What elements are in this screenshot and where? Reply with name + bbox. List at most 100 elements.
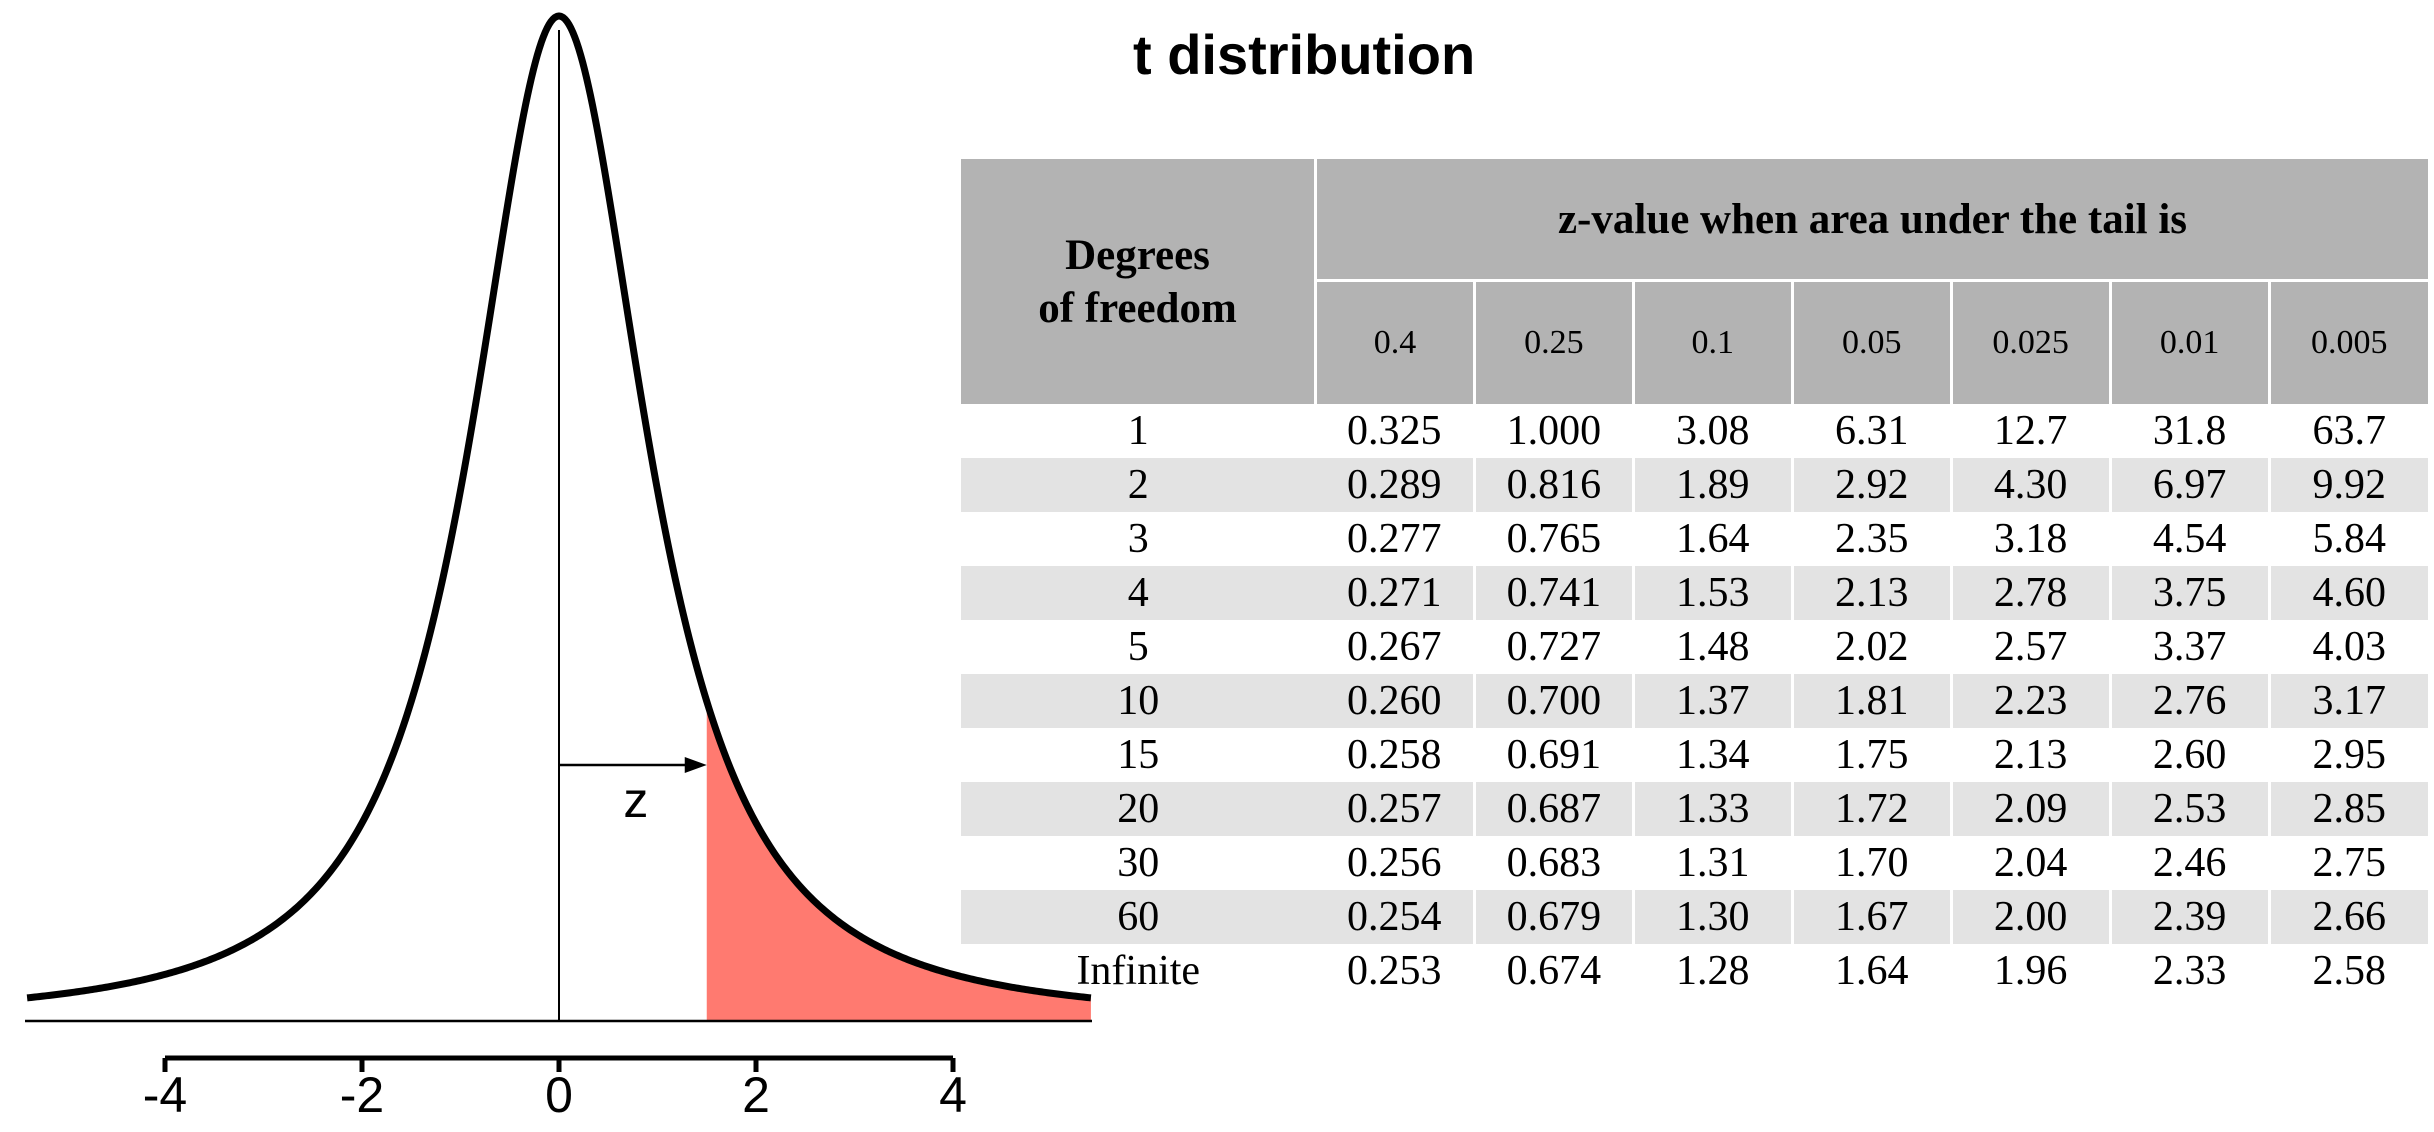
value-cell: 0.258 [1315,728,1476,782]
table-row: 4 0.271 0.741 1.53 2.13 2.78 3.75 4.60 [961,566,2428,620]
value-cell: 2.95 [2312,732,2387,778]
df-cell: 2 [961,458,1316,512]
value-cell: 0.253 [1315,944,1476,998]
value-cell: 0.687 [1474,782,1635,836]
value-cell: 4.54 [2110,512,2271,566]
value-cell: 1.70 [1792,836,1953,890]
t-density-curve [25,12,1093,1002]
df-cell: 15 [1117,732,1160,778]
tail-area-header-5: 0.01 [2110,280,2271,404]
table-row: 2 0.289 0.816 1.89 2.92 4.30 6.97 9.92 [961,458,2428,512]
value-cell: 3.08 [1633,404,1794,458]
tail-area-header-2: 0.1 [1633,280,1794,404]
value-cell: 4.03 [2312,624,2387,670]
value-cell: 2.53 [2110,782,2271,836]
value-cell: 2.04 [1951,836,2112,890]
x-tick-label: -4 [143,1067,187,1123]
value-cell: 4.60 [2269,566,2428,620]
df-cell: 10 [961,674,1316,728]
value-cell: 0.277 [1315,512,1476,566]
value-cell: 1.48 [1633,620,1794,674]
df-header-line-2: of freedom [1038,284,1237,332]
x-axis-ticks: -4 -2 0 2 4 [143,1058,967,1123]
value-cell: 0.700 [1474,674,1635,728]
t-table-body: 1 0.325 1.000 3.08 6.31 12.7 31.8 63.7 2 0.289 0.8… [961,404,2428,998]
value-cell: 1.34 [1633,728,1794,782]
x-tick-label: 0 [545,1067,573,1123]
table-row: 30 0.256 0.683 1.31 1.70 2.04 2.46 2.75 [961,836,2428,890]
value-cell: 2.58 [2312,948,2387,994]
tail-area-header-1: 0.25 [1474,280,1635,404]
value-cell: 1.64 [1792,944,1953,998]
tail-area-header-4: 0.025 [1951,280,2112,404]
df-cell: 30 [1117,840,1160,886]
x-tick-label: 4 [939,1067,967,1123]
value-cell: 12.7 [1951,404,2112,458]
value-cell: 1.96 [1951,944,2112,998]
value-cell: 0.257 [1315,782,1476,836]
df-cell: 60 [961,890,1316,944]
value-cell: 0.256 [1315,836,1476,890]
page-title: t distribution [1133,23,1476,86]
df-cell: 1 [1127,408,1149,454]
tail-area-group-header: z-value when area under the tail is [1315,159,2428,282]
table-row: 3 0.277 0.765 1.64 2.35 3.18 4.54 5.84 [961,512,2428,566]
table-row: 20 0.257 0.687 1.33 1.72 2.09 2.53 2.85 [961,782,2428,836]
value-cell: 2.46 [2110,836,2271,890]
value-cell: 2.09 [1951,782,2112,836]
x-tick-label: -2 [340,1067,384,1123]
value-cell: 0.254 [1315,890,1476,944]
value-cell: 0.260 [1315,674,1476,728]
value-cell: 0.289 [1315,458,1476,512]
value-cell: 0.727 [1474,620,1635,674]
value-cell: 0.816 [1474,458,1635,512]
value-cell: 2.23 [1951,674,2112,728]
z-label: z [623,772,648,828]
value-cell: 31.8 [2110,404,2271,458]
tail-area-header-6: 0.005 [2311,324,2388,361]
value-cell: 1.81 [1792,674,1953,728]
value-cell: 2.02 [1792,620,1953,674]
df-cell: Infinite [1076,948,1201,994]
table-row: 1 0.325 1.000 3.08 6.31 12.7 31.8 63.7 [961,404,2428,458]
value-cell: 2.66 [2269,890,2428,944]
value-cell: 1.64 [1633,512,1794,566]
value-cell: 0.741 [1474,566,1635,620]
table-row: 60 0.254 0.679 1.30 1.67 2.00 2.39 2.66 [961,890,2428,944]
value-cell: 0.267 [1315,620,1476,674]
df-cell: 5 [1127,624,1149,670]
x-tick-label: 2 [742,1067,770,1123]
value-cell: 1.72 [1792,782,1953,836]
value-cell: 0.674 [1474,944,1635,998]
value-cell: 1.89 [1633,458,1794,512]
value-cell: 2.75 [2312,840,2387,886]
value-cell: 2.60 [2110,728,2271,782]
value-cell: 63.7 [2312,408,2387,454]
value-cell: 0.691 [1474,728,1635,782]
df-header-line-1: Degrees [1065,231,1210,279]
shaded-tail-area [706,701,1091,1021]
tail-area-header-0: 0.4 [1315,280,1476,404]
value-cell: 5.84 [2312,516,2387,562]
df-cell: 3 [1127,516,1149,562]
value-cell: 1.37 [1633,674,1794,728]
value-cell: 2.92 [1792,458,1953,512]
value-cell: 4.30 [1951,458,2112,512]
df-cell: 20 [961,782,1316,836]
value-cell: 0.325 [1315,404,1476,458]
tail-area-header-3: 0.05 [1792,280,1953,404]
value-cell: 1.30 [1633,890,1794,944]
value-cell: 0.679 [1474,890,1635,944]
value-cell: 2.13 [1792,566,1953,620]
value-cell: 6.97 [2110,458,2271,512]
value-cell: 6.31 [1792,404,1953,458]
value-cell: 3.37 [2110,620,2271,674]
value-cell: 2.33 [2110,944,2271,998]
value-cell: 1.67 [1792,890,1953,944]
value-cell: 2.00 [1951,890,2112,944]
t-table: Degrees of freedom z-value when area und… [961,159,2428,998]
value-cell: 1.31 [1633,836,1794,890]
value-cell: 3.18 [1951,512,2112,566]
value-cell: 0.683 [1474,836,1635,890]
table-row: 10 0.260 0.700 1.37 1.81 2.23 2.76 3.17 [961,674,2428,728]
